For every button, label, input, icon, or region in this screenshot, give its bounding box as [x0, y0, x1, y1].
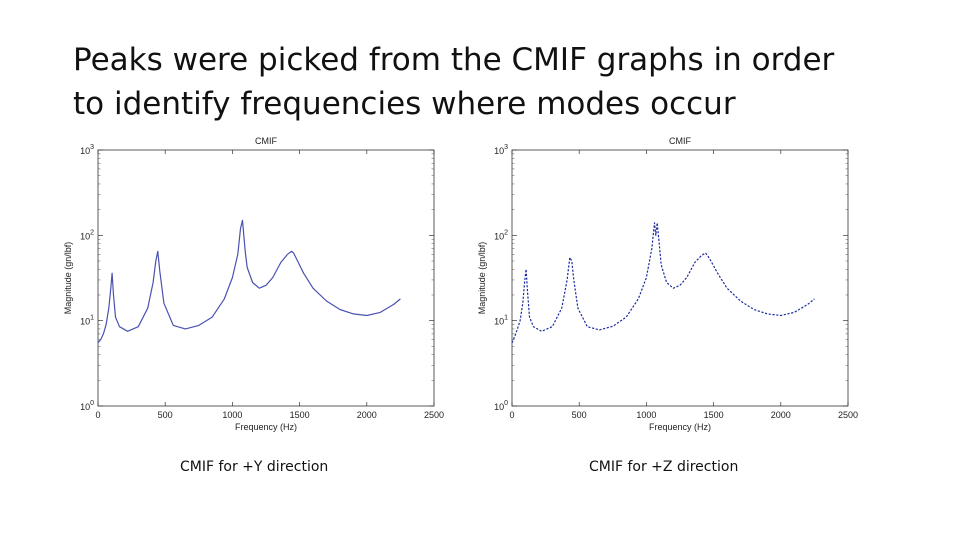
chart-0-ytick-label: 103 [80, 144, 94, 156]
chart-1-xtick-label: 2500 [838, 410, 858, 420]
chart-1-xtick-label: 0 [509, 410, 514, 420]
chart-0-ytick-label: 102 [80, 229, 94, 241]
chart-1-ytick-label: 100 [494, 400, 508, 412]
chart-1-ytick-exponent: 0 [504, 400, 508, 407]
chart-1-xtick-label: 500 [572, 410, 587, 420]
chart-1-xlabel: Frequency (Hz) [649, 422, 711, 432]
slide-title: Peaks were picked from the CMIF graphs i… [73, 38, 933, 126]
chart-1-axes-box [511, 149, 849, 407]
chart-0-ytick-label: 100 [80, 400, 94, 412]
chart-1-xtick-label: 2000 [771, 410, 791, 420]
slide-title-line-1: Peaks were picked from the CMIF graphs i… [73, 42, 835, 78]
chart-0-ytick-exponent: 3 [90, 144, 94, 151]
chart-0-title: CMIF [255, 136, 277, 146]
chart-0-axes-box [97, 149, 435, 407]
chart-1-ytick-label: 103 [494, 144, 508, 156]
chart-0-ytick-exponent: 0 [90, 400, 94, 407]
chart-1-ytick-exponent: 3 [504, 144, 508, 151]
chart-1-ytick-label: 101 [494, 315, 508, 327]
chart-1-series-line [511, 222, 815, 344]
chart-0-series-line [97, 219, 401, 344]
chart-0-xtick-label: 2500 [424, 410, 444, 420]
slide-title-line-2: to identify frequencies where modes occu… [73, 86, 736, 122]
chart-1-xtick-label: 1000 [636, 410, 656, 420]
chart-0-xtick-label: 500 [158, 410, 173, 420]
chart-0-ytick-exponent: 2 [90, 229, 94, 236]
chart-1-ytick-exponent: 2 [504, 229, 508, 236]
chart-0-xtick-label: 2000 [357, 410, 377, 420]
chart-1-title: CMIF [669, 136, 691, 146]
caption-y-direction: CMIF for +Y direction [180, 459, 329, 475]
chart-0-ytick-label: 101 [80, 315, 94, 327]
chart-0-xlabel: Frequency (Hz) [235, 422, 297, 432]
chart-1-ylabel: Magnitude (gn/lbf) [477, 242, 487, 315]
chart-0-ylabel: Magnitude (gn/lbf) [63, 242, 73, 315]
chart-0-xtick-label: 1500 [290, 410, 310, 420]
chart-1-xtick-label: 1500 [704, 410, 724, 420]
chart-1-ytick-exponent: 1 [504, 315, 508, 322]
chart-0-xtick-label: 1000 [222, 410, 242, 420]
chart-0-xtick-label: 0 [95, 410, 100, 420]
chart-1-ytick-label: 102 [494, 229, 508, 241]
chart-0-ytick-exponent: 1 [90, 315, 94, 322]
caption-z-direction: CMIF for +Z direction [589, 459, 739, 475]
